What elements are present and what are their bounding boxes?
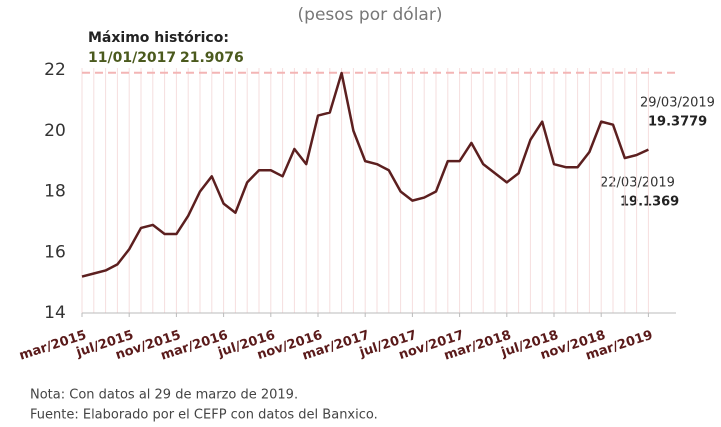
note: Fuente: Elaborado por el CEFP con datos … <box>30 408 378 423</box>
y-tick-label: 14 <box>44 303 66 323</box>
note: Nota: Con datos al 29 de marzo de 2019. <box>30 388 298 403</box>
line <box>81 71 649 278</box>
annotation-date: 29/03/2019 <box>640 96 715 111</box>
y-tick-label: 20 <box>44 121 66 141</box>
annotation-date: 22/03/2019 <box>600 176 675 191</box>
max-value: 21.9076 <box>180 50 244 66</box>
y-tick-label: 16 <box>44 242 66 262</box>
annotation-value: 19.1369 <box>620 195 679 210</box>
chart-title: (pesos por dólar) <box>298 5 443 25</box>
max-label: Máximo histórico: <box>88 30 229 46</box>
max-date: 11/01/2017 <box>88 50 176 66</box>
annotation-value: 19.3779 <box>648 115 707 130</box>
y-tick-label: 22 <box>44 60 66 80</box>
y-tick-label: 18 <box>44 182 66 202</box>
